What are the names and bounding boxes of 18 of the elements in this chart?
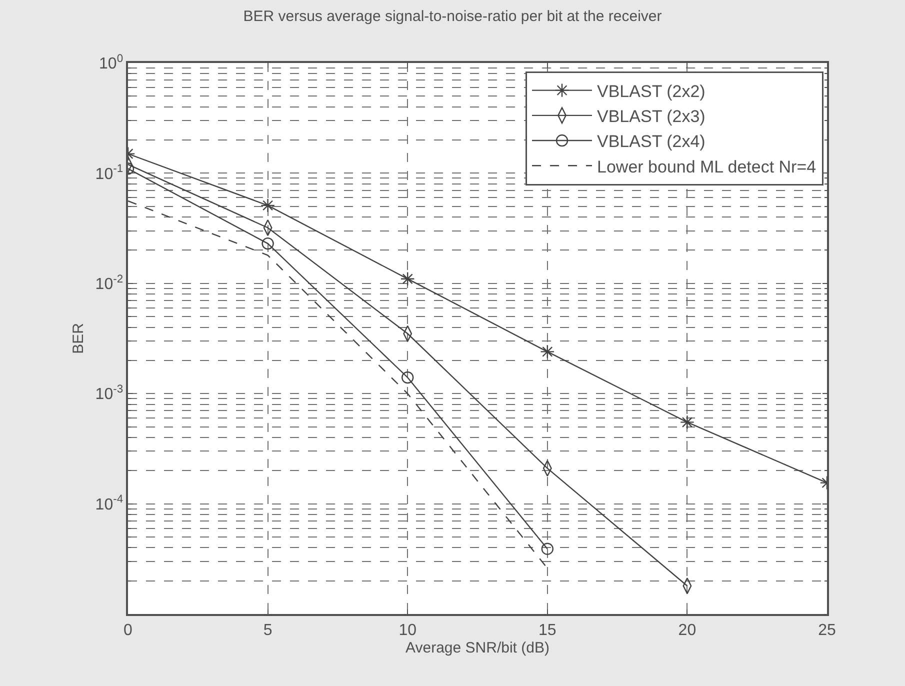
y-tick-label: 10$^{-4}$ [95,494,124,514]
chart-title: BER versus average signal-to-noise-ratio per bit at the receiver [243,8,662,25]
y-tick-label: 10$^{-2}$ [95,273,124,293]
x-tick-label: 25 [818,622,836,639]
y-tick-label: 10$^{-1}$ [95,163,124,183]
x-tick-label: 10 [398,622,417,639]
x-tick-label: 15 [538,622,556,639]
x-axis-title: Average SNR/bit (dB) [406,639,550,656]
x-tick-label: 0 [124,622,133,639]
x-tick-label: 20 [678,622,696,639]
legend-label: VBLAST (2x2) [597,82,706,101]
x-tick-label: 5 [263,622,272,639]
legend-label: VBLAST (2x4) [597,132,706,152]
y-tick-label: 10$^{-3}$ [95,383,124,404]
legend-label: Lower bound ML detect Nr=4 [597,157,816,176]
y-tick-label: 10$^{0}$ [99,52,124,73]
legend-label: VBLAST (2x3) [597,107,706,126]
y-axis-title: BER [70,322,88,354]
